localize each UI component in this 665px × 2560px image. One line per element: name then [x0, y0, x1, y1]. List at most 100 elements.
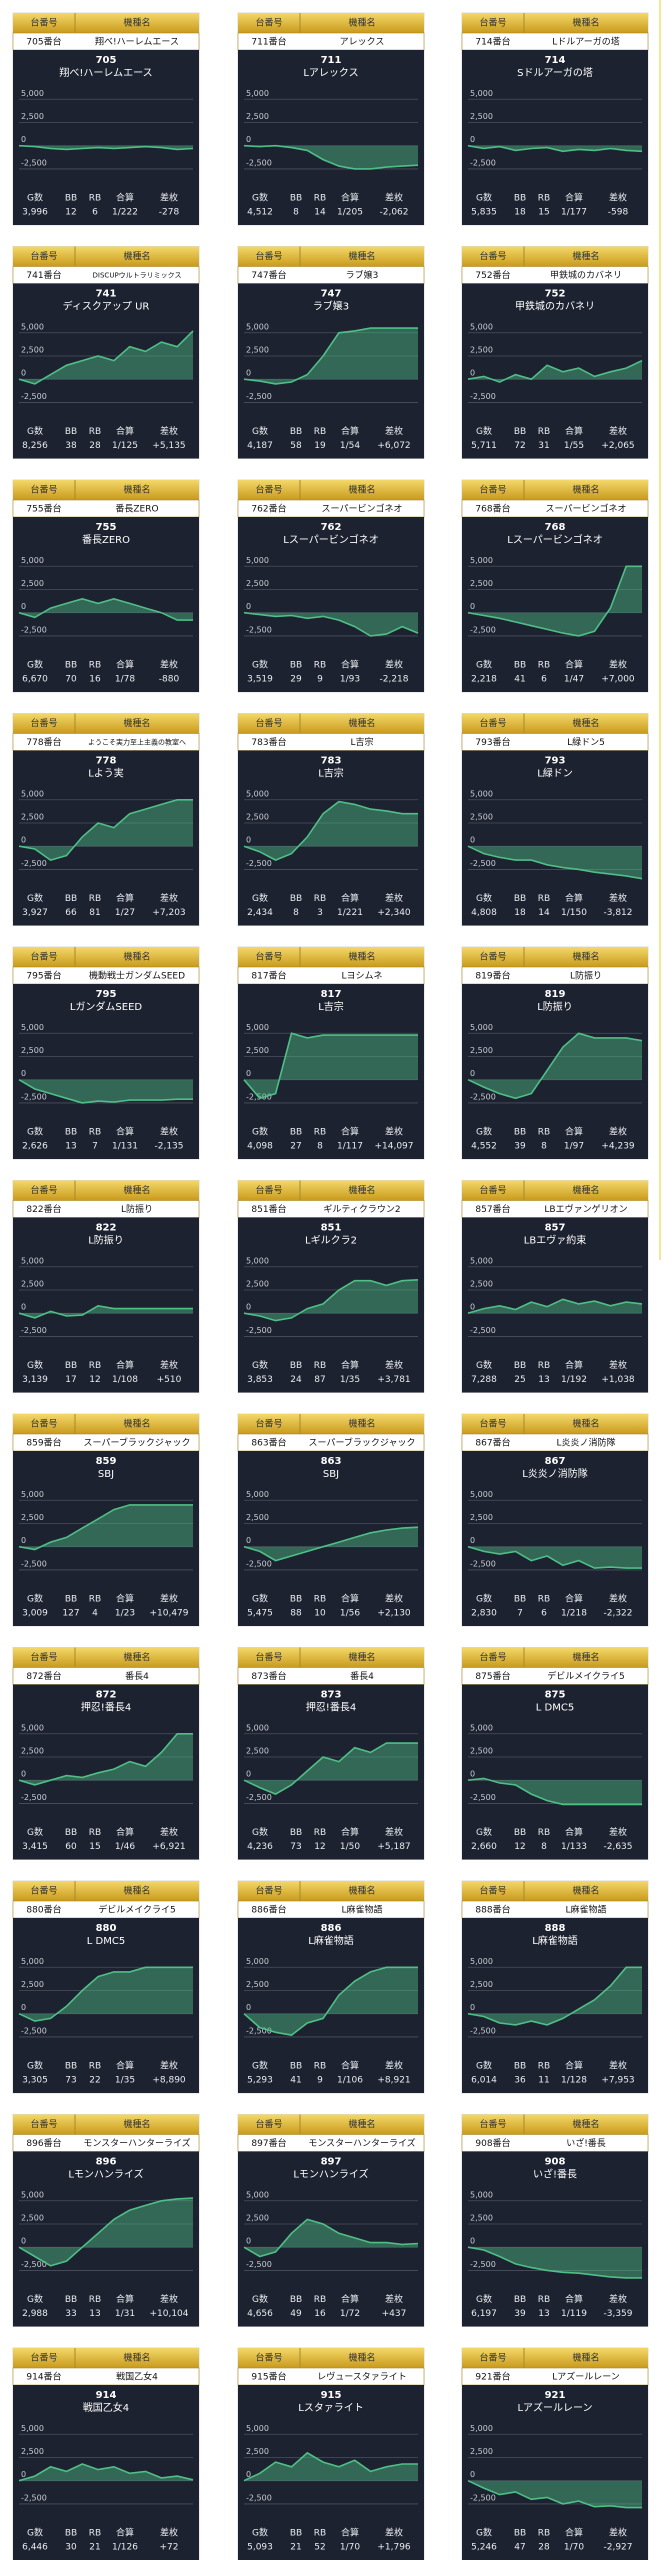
stat-value: +14,097 — [374, 1142, 413, 1152]
machine-name: L防振り — [121, 1203, 153, 1215]
stat-label: G数 — [476, 1826, 492, 1838]
stat-label: 合算 — [116, 2060, 134, 2072]
machine-number: 793番台 — [475, 736, 510, 748]
stat-value: 87 — [314, 1375, 325, 1385]
header-label: 機種名 — [123, 250, 150, 262]
stat-value: 29 — [290, 675, 302, 685]
y-tick-label: 5,000 — [470, 2424, 493, 2433]
header-label: 機種名 — [123, 484, 150, 496]
y-tick-label: 0 — [470, 1069, 475, 1078]
stat-label: BB — [514, 1828, 526, 1838]
y-tick-label: 2,500 — [246, 1980, 269, 1989]
stat-value: 1/131 — [112, 1142, 138, 1152]
stat-value: 8 — [317, 1142, 323, 1152]
stat-label: G数 — [476, 1593, 492, 1605]
stat-label: BB — [290, 894, 302, 904]
y-tick-label: 0 — [246, 1770, 251, 1779]
y-tick-label: 0 — [21, 135, 26, 144]
header-label: 台番号 — [479, 17, 506, 29]
y-tick-label: -2,500 — [21, 1793, 47, 1802]
header-label: 機種名 — [123, 2118, 150, 2130]
stat-label: G数 — [252, 1593, 268, 1605]
stat-value: 1/205 — [337, 208, 363, 218]
y-tick-label: 5,000 — [246, 2424, 269, 2433]
stat-value: 13 — [65, 1142, 76, 1152]
chart-subtitle: Lスタァライト — [298, 2402, 364, 2414]
stat-label: BB — [290, 1128, 302, 1138]
chart-title: 817 — [321, 989, 342, 1000]
machine-number: 755番台 — [26, 503, 61, 515]
y-tick-label: 0 — [246, 1069, 251, 1078]
stat-value: -880 — [159, 675, 180, 685]
y-tick-label: 0 — [470, 2470, 475, 2479]
chart-panel — [238, 1217, 424, 1393]
header-bar — [462, 2348, 648, 2368]
machine-number: 908番台 — [475, 2137, 510, 2149]
chart-subtitle: L麻雀物語 — [308, 1934, 354, 1947]
line — [467, 1545, 642, 1569]
chart-subtitle: SBJ — [98, 1469, 114, 1480]
stat-label: 差枚 — [609, 2293, 627, 2305]
line — [18, 1079, 193, 1104]
line — [243, 1526, 419, 1562]
stat-label: G数 — [27, 1359, 43, 1371]
stat-value: 1/54 — [340, 441, 360, 451]
chart-panel — [462, 2151, 648, 2327]
stat-label: 差枚 — [385, 192, 403, 204]
y-tick-label: 2,500 — [21, 1513, 44, 1522]
area — [468, 2480, 642, 2508]
y-tick-label: 0 — [21, 1069, 26, 1078]
header-bar — [462, 947, 648, 967]
machine-number: 711番台 — [251, 36, 286, 48]
stat-label: G数 — [27, 1826, 43, 1838]
area — [244, 2452, 418, 2481]
stat-label: RB — [314, 661, 326, 671]
stat-label: 合算 — [116, 425, 134, 437]
machine-number: 817番台 — [251, 970, 286, 982]
stat-label: RB — [538, 894, 550, 904]
stat-value: 2,660 — [471, 1842, 497, 1852]
stat-value: -598 — [608, 208, 629, 218]
stat-label: 合算 — [341, 2527, 359, 2539]
chart-panel — [462, 750, 648, 926]
chart-title: 783 — [321, 756, 342, 767]
chart-panel — [238, 2151, 424, 2327]
machine-number: 863番台 — [251, 1437, 286, 1449]
stat-label: 差枚 — [609, 1126, 627, 1138]
chart-subtitle: Sドルアーガの塔 — [517, 66, 593, 79]
chart-title: 793 — [545, 756, 566, 767]
stat-value: 1/221 — [337, 908, 363, 918]
y-tick-label: 2,500 — [470, 346, 493, 355]
header-bar — [462, 246, 648, 267]
area — [244, 1967, 418, 2036]
chart-subtitle: ラブ嬢3 — [313, 300, 349, 313]
y-tick-label: 5,000 — [470, 2190, 493, 2199]
y-tick-label: 2,500 — [21, 2447, 44, 2456]
chart-title: 921 — [545, 2390, 566, 2401]
header-label: 台番号 — [30, 951, 57, 963]
machine-name: L麻雀物語 — [341, 1904, 382, 1916]
chart-subtitle: 翔べ!ハーレムエース — [59, 66, 152, 79]
y-tick-label: 2,500 — [246, 2214, 269, 2223]
machine-name: レヴュースタァライト — [317, 2371, 407, 2383]
header-bar — [13, 246, 199, 267]
stat-value: 1/177 — [561, 208, 587, 218]
line — [243, 800, 418, 861]
stat-value: 2,434 — [247, 908, 273, 918]
stat-label: G数 — [252, 192, 268, 204]
chart-subtitle: L麻雀物語 — [532, 1934, 578, 1947]
chart-subtitle: L吉宗 — [318, 767, 344, 780]
stat-value: 1/27 — [115, 908, 135, 918]
stat-value: 1/23 — [115, 1609, 135, 1619]
stat-label: 合算 — [565, 892, 583, 904]
chart-title: 822 — [96, 1223, 117, 1234]
chart-panel — [13, 283, 199, 459]
y-tick-label: 5,000 — [470, 1490, 493, 1499]
y-tick-label: 0 — [470, 369, 475, 378]
header-label: 台番号 — [255, 17, 282, 29]
chart-panel — [238, 50, 424, 225]
machine-name: 番長ZERO — [115, 503, 158, 515]
